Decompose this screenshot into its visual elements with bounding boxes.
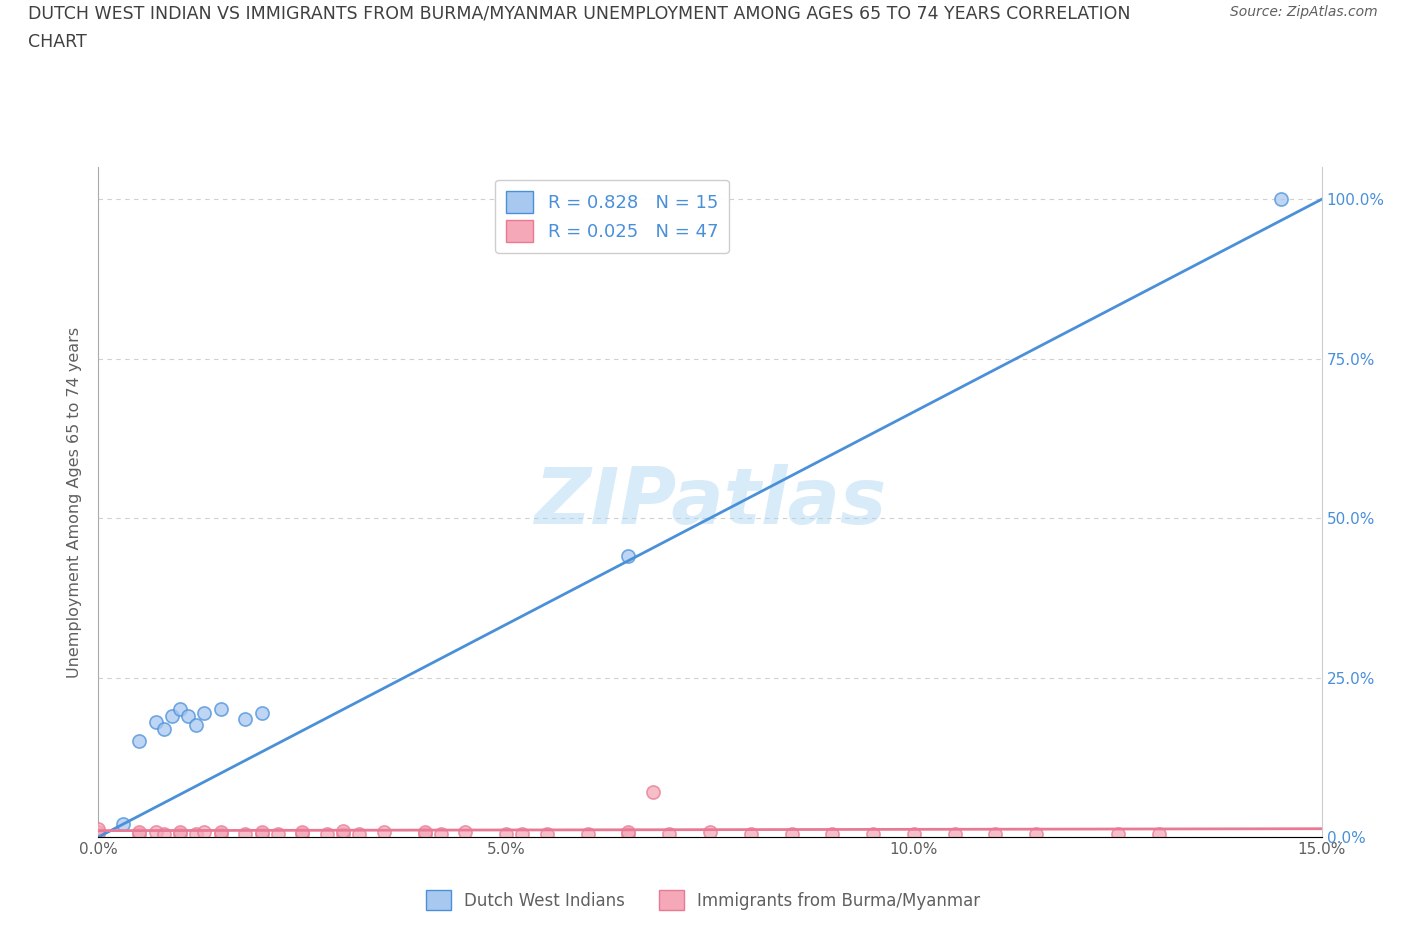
Legend: R = 0.828   N = 15, R = 0.025   N = 47: R = 0.828 N = 15, R = 0.025 N = 47 <box>495 179 730 253</box>
Point <box>413 827 436 842</box>
Text: Source: ZipAtlas.com: Source: ZipAtlas.com <box>1230 5 1378 19</box>
Point <box>699 825 721 840</box>
Point <box>209 827 232 842</box>
Point <box>193 705 215 720</box>
Text: DUTCH WEST INDIAN VS IMMIGRANTS FROM BURMA/MYANMAR UNEMPLOYMENT AMONG AGES 65 TO: DUTCH WEST INDIAN VS IMMIGRANTS FROM BUR… <box>28 5 1130 22</box>
Point <box>209 702 232 717</box>
Point <box>821 827 844 842</box>
Point <box>1025 827 1047 842</box>
Point <box>536 827 558 842</box>
Point <box>658 827 681 842</box>
Point <box>186 827 208 842</box>
Point <box>641 785 664 800</box>
Point <box>128 734 150 749</box>
Legend: Dutch West Indians, Immigrants from Burma/Myanmar: Dutch West Indians, Immigrants from Burm… <box>419 884 987 917</box>
Point <box>152 721 174 736</box>
Point <box>169 702 191 717</box>
Point <box>1270 192 1292 206</box>
Point <box>169 825 191 840</box>
Point <box>267 827 290 842</box>
Point <box>145 825 167 840</box>
Point <box>291 827 314 842</box>
Point <box>780 827 803 842</box>
Point <box>233 827 256 842</box>
Point <box>87 822 110 837</box>
Point <box>250 705 273 720</box>
Point <box>349 827 371 842</box>
Point <box>291 825 314 840</box>
Point <box>576 827 599 842</box>
Point <box>984 827 1007 842</box>
Point <box>111 817 134 831</box>
Point <box>495 827 517 842</box>
Point <box>209 825 232 840</box>
Point <box>250 825 273 840</box>
Point <box>315 827 337 842</box>
Point <box>430 827 453 842</box>
Point <box>1147 827 1170 842</box>
Text: ZIPatlas: ZIPatlas <box>534 464 886 540</box>
Point <box>862 827 884 842</box>
Point <box>454 825 477 840</box>
Point <box>413 825 436 840</box>
Y-axis label: Unemployment Among Ages 65 to 74 years: Unemployment Among Ages 65 to 74 years <box>67 326 83 678</box>
Point <box>903 827 925 842</box>
Point <box>943 827 966 842</box>
Point <box>617 827 640 842</box>
Point <box>332 827 354 842</box>
Point <box>160 709 183 724</box>
Point <box>128 827 150 842</box>
Point <box>152 827 174 842</box>
Point <box>617 192 640 206</box>
Point <box>145 715 167 730</box>
Point <box>128 825 150 840</box>
Text: CHART: CHART <box>28 33 87 50</box>
Point <box>87 827 110 842</box>
Point <box>512 827 534 842</box>
Point <box>250 827 273 842</box>
Point <box>87 825 110 840</box>
Point <box>373 825 395 840</box>
Point <box>186 718 208 733</box>
Point <box>233 711 256 726</box>
Point <box>740 827 762 842</box>
Point <box>617 549 640 564</box>
Point <box>169 827 191 842</box>
Point <box>617 825 640 840</box>
Point <box>1107 827 1129 842</box>
Point <box>332 823 354 838</box>
Point <box>177 709 200 724</box>
Point <box>193 825 215 840</box>
